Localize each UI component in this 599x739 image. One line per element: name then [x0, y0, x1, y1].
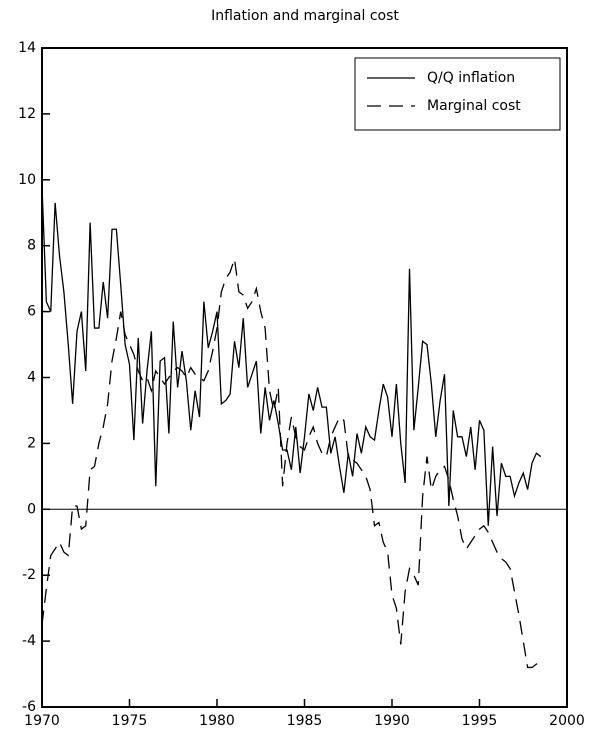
x-tick-label: 1975 — [112, 713, 148, 729]
y-tick-label: -2 — [22, 567, 36, 583]
x-tick-label: 1985 — [287, 713, 323, 729]
y-tick-label: 6 — [27, 304, 36, 320]
legend-label: Q/Q inflation — [427, 70, 515, 86]
y-tick-label: 12 — [18, 106, 36, 122]
y-tick-label: 0 — [27, 501, 36, 517]
series-line — [41, 258, 542, 669]
chart-title: Inflation and marginal cost — [211, 8, 399, 24]
legend-box — [354, 57, 561, 131]
plot-frame — [41, 47, 568, 708]
y-tick-label: 14 — [18, 40, 36, 56]
y-tick-label: -4 — [22, 633, 36, 649]
x-tick-label: 1970 — [24, 713, 60, 729]
y-tick-label: -6 — [22, 699, 36, 715]
series-line — [41, 186, 542, 526]
x-tick-label: 1995 — [462, 713, 498, 729]
y-tick-label: 2 — [27, 435, 36, 451]
y-tick-label: 4 — [27, 370, 36, 386]
x-tick-label: 1980 — [199, 713, 235, 729]
x-tick-label: 1990 — [374, 713, 410, 729]
y-tick-label: 8 — [27, 238, 36, 254]
x-tick-label: 2000 — [549, 713, 585, 729]
y-tick-label: 10 — [18, 172, 36, 188]
legend-label: Marginal cost — [427, 98, 521, 114]
